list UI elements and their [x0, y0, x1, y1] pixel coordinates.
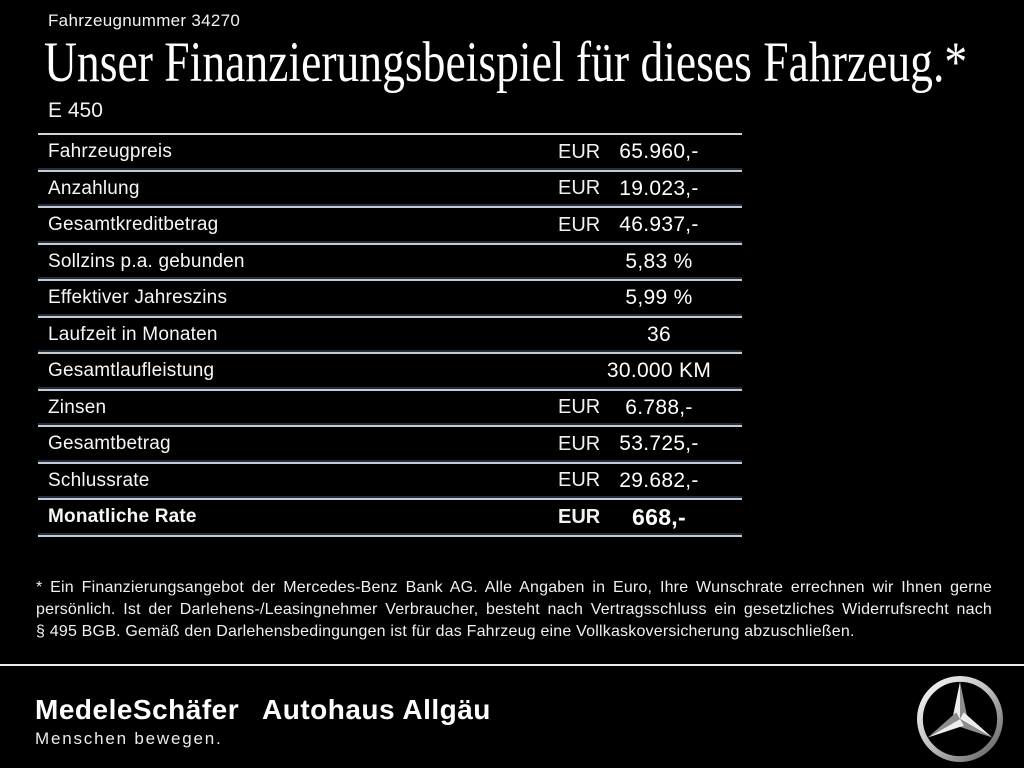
row-label: Anzahlung	[48, 177, 140, 199]
row-value: 668,-	[632, 503, 686, 530]
row-currency: EUR	[558, 140, 601, 163]
footnote-line: persönlich. Ist der Darlehens-/Leasingne…	[36, 601, 992, 618]
table-row: Sollzins p.a. gebunden 5,83 %	[38, 245, 742, 281]
row-label: Fahrzeugpreis	[48, 141, 173, 163]
table-row: Gesamtbetrag EUR 53.725,-	[38, 427, 742, 464]
row-currency: EUR	[558, 505, 601, 528]
row-label: Schlussrate	[48, 469, 150, 491]
row-value: 6.788,-	[625, 395, 693, 419]
footnote: * Ein Finanzierungsangebot der Mercedes-…	[36, 577, 992, 643]
footnote-line: * Ein Finanzierungsangebot der Mercedes-…	[36, 579, 992, 596]
row-value: 19.023,-	[619, 176, 699, 200]
row-label: Laufzeit in Monaten	[48, 323, 218, 345]
table-row: Anzahlung EUR 19.023,-	[38, 172, 742, 208]
table-row: Zinsen EUR 6.788,-	[38, 391, 742, 427]
row-value: 36	[647, 322, 671, 346]
vehicle-number: Fahrzeugnummer 34270	[48, 11, 241, 30]
row-value: 30.000 KM	[606, 359, 712, 383]
table-row: Gesamtkreditbetrag EUR 46.937,-	[38, 208, 742, 245]
row-label: Gesamtbetrag	[48, 433, 171, 455]
dealer-logo-medele-schaefer: MedeleSchäfer	[35, 694, 240, 725]
finance-table: Fahrzeugpreis EUR 65.960,- Anzahlung EUR…	[38, 133, 742, 537]
row-value: 5,83 %	[625, 249, 693, 273]
table-row: Gesamtlaufleistung 30.000 KM	[38, 354, 742, 391]
row-value: 53.725,-	[619, 432, 699, 456]
mercedes-star-icon	[917, 676, 1003, 762]
row-label: Sollzins p.a. gebunden	[48, 250, 245, 272]
row-currency: EUR	[558, 432, 601, 455]
dealer-tagline: Menschen bewegen.	[35, 729, 223, 748]
footer-divider	[0, 664, 1024, 666]
row-label: Gesamtlaufleistung	[48, 360, 215, 382]
row-currency: EUR	[558, 177, 601, 200]
row-currency: EUR	[558, 213, 601, 236]
row-label: Monatliche Rate	[48, 506, 197, 528]
row-value: 65.960,-	[619, 140, 699, 164]
row-value: 5,99 %	[625, 286, 693, 310]
page-title: Unser Finanzierungsbeispiel für dieses F…	[44, 31, 968, 94]
table-row: Laufzeit in Monaten 36	[38, 318, 742, 354]
footnote-line: § 495 BGB. Gemäß den Darlehensbedingunge…	[36, 623, 855, 640]
table-row: Effektiver Jahreszins 5,99 %	[38, 281, 742, 318]
row-label: Zinsen	[48, 396, 107, 418]
row-currency: EUR	[558, 469, 601, 492]
vehicle-model: E 450	[48, 99, 103, 122]
row-currency: EUR	[558, 396, 601, 419]
row-label: Gesamtkreditbetrag	[48, 214, 219, 236]
table-row: Fahrzeugpreis EUR 65.960,-	[38, 135, 742, 172]
row-label: Effektiver Jahreszins	[48, 287, 228, 309]
row-value: 29.682,-	[619, 468, 699, 492]
row-value: 46.937,-	[619, 213, 699, 237]
table-row: Schlussrate EUR 29.682,-	[38, 464, 742, 500]
table-row: Monatliche Rate EUR 668,-	[38, 500, 742, 537]
dealer-logo-autohaus-allgaeu: Autohaus Allgäu	[262, 694, 491, 725]
